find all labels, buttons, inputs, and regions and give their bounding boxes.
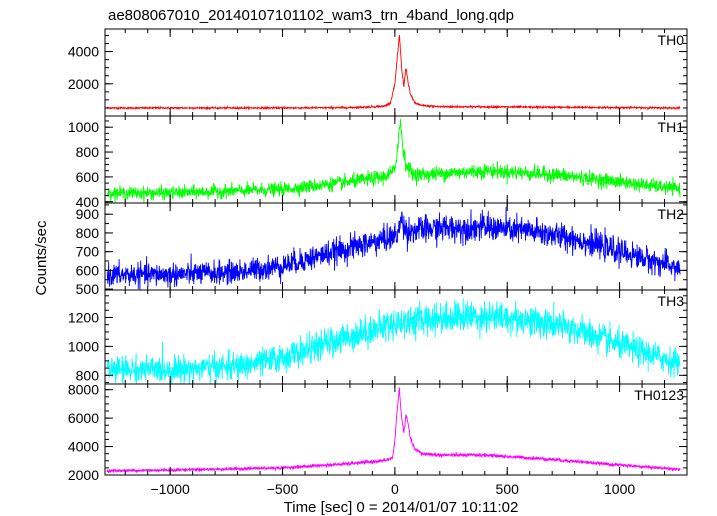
y-tick-label: 2000 <box>68 467 99 483</box>
y-tick-label: 800 <box>76 144 100 160</box>
panel-th1: 400 600 800 1000 TH1 <box>68 115 688 210</box>
y-tick-label: 500 <box>76 281 100 297</box>
panel-label-th2: TH2 <box>658 206 685 222</box>
y-axis-label: Counts/sec <box>33 220 50 296</box>
y-tick-label: 1200 <box>68 309 99 325</box>
x-tick-label: −1000 <box>151 481 191 497</box>
series-line-th1 <box>106 118 681 204</box>
x-axis-label: Time [sec] 0 = 2014/01/07 10:11:02 <box>284 499 519 516</box>
x-tick-label: 500 <box>496 481 520 497</box>
series-line-th0 <box>106 34 681 111</box>
panel-frame <box>104 115 688 204</box>
y-tick-label: 700 <box>76 244 100 260</box>
panel-th0: 2000 4000 TH0 <box>68 28 688 117</box>
panel-label-th3: TH3 <box>658 293 685 309</box>
y-tick-label: 1000 <box>68 338 99 354</box>
x-tick-label: −500 <box>267 481 299 497</box>
y-tick-label: 4000 <box>68 439 99 455</box>
y-tick-label: 800 <box>76 225 100 241</box>
y-tick-label: 8000 <box>68 382 99 398</box>
y-tick-label: 6000 <box>68 410 99 426</box>
series-line-th2 <box>106 206 681 291</box>
y-tick-label: 900 <box>76 206 100 222</box>
series-line-th3 <box>106 298 681 385</box>
y-tick-label: 800 <box>76 367 100 383</box>
panel-label-th0123: TH0123 <box>634 387 684 403</box>
panels-group: 2000 4000 TH0 400 600 800 1000 TH1 500 600 700 800 9… <box>68 28 688 497</box>
panel-frame <box>104 383 688 476</box>
chart-title: ae808067010_20140107101102_wam3_trn_4ban… <box>108 7 514 24</box>
y-tick-label: 4000 <box>68 44 99 60</box>
panel-th0123: 2000 4000 6000 8000 TH0123 <box>68 382 688 483</box>
panel-th3: 800 1000 1200 TH3 <box>68 289 688 385</box>
y-tick-label: 1000 <box>68 119 99 135</box>
panel-th2: 500 600 700 800 900 TH2 <box>76 202 688 297</box>
panel-label-th1: TH1 <box>658 119 685 135</box>
series-line-th0123 <box>106 387 681 474</box>
x-tick-label: 0 <box>391 481 399 497</box>
y-tick-label: 600 <box>76 169 100 185</box>
x-tick-label: 1000 <box>604 481 635 497</box>
y-tick-label: 2000 <box>68 76 99 92</box>
y-tick-label: 600 <box>76 262 100 278</box>
y-tick-label: 400 <box>76 194 100 210</box>
panel-label-th0: TH0 <box>658 32 685 48</box>
